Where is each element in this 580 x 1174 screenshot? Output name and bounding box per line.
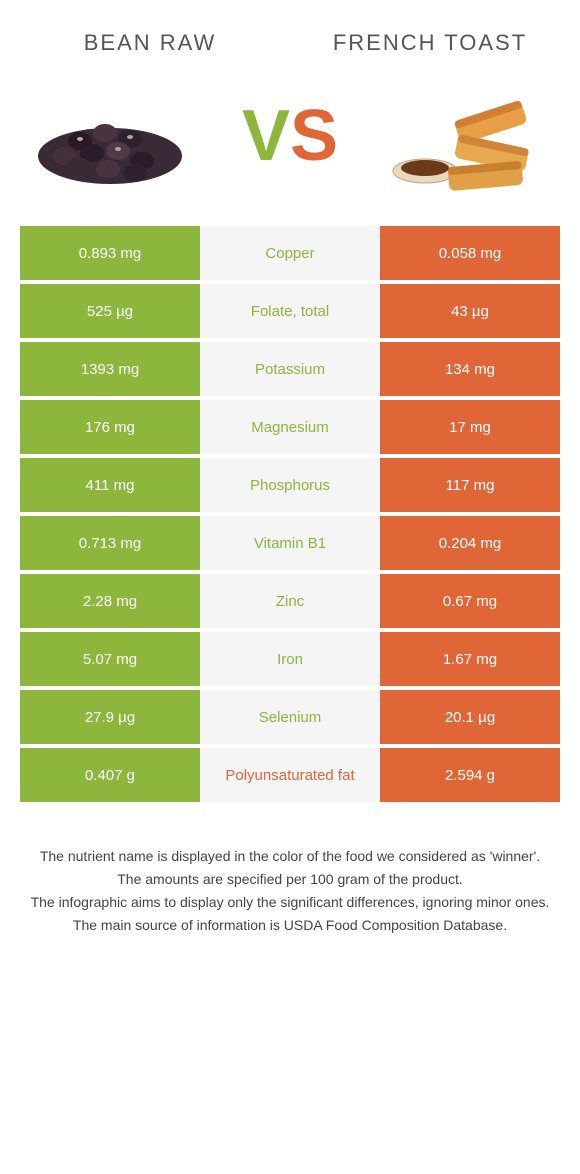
table-row: 5.07 mgIron1.67 mg: [20, 632, 560, 686]
right-food-title: French toast: [330, 30, 530, 56]
footnote-line: The amounts are specified per 100 gram o…: [30, 869, 550, 890]
left-value: 411 mg: [20, 458, 200, 512]
table-row: 27.9 µgSelenium20.1 µg: [20, 690, 560, 744]
footnote-line: The infographic aims to display only the…: [30, 892, 550, 913]
nutrient-label: Iron: [200, 632, 380, 686]
nutrient-label: Folate, total: [200, 284, 380, 338]
table-row: 1393 mgPotassium134 mg: [20, 342, 560, 396]
right-value: 2.594 g: [380, 748, 560, 802]
images-row: VS: [0, 66, 580, 226]
left-value: 2.28 mg: [20, 574, 200, 628]
right-value: 17 mg: [380, 400, 560, 454]
header: Bean raw French toast: [0, 0, 580, 66]
right-value: 20.1 µg: [380, 690, 560, 744]
right-value: 0.058 mg: [380, 226, 560, 280]
left-value: 0.713 mg: [20, 516, 200, 570]
nutrient-label: Vitamin B1: [200, 516, 380, 570]
nutrient-label: Polyunsaturated fat: [200, 748, 380, 802]
right-food-image: [390, 76, 550, 196]
table-row: 525 µgFolate, total43 µg: [20, 284, 560, 338]
comparison-table: 0.893 mgCopper0.058 mg525 µgFolate, tota…: [0, 226, 580, 802]
footnote-line: The nutrient name is displayed in the co…: [30, 846, 550, 867]
nutrient-label: Potassium: [200, 342, 380, 396]
table-row: 176 mgMagnesium17 mg: [20, 400, 560, 454]
right-value: 43 µg: [380, 284, 560, 338]
left-value: 0.893 mg: [20, 226, 200, 280]
toast-icon: [390, 76, 550, 196]
right-value: 134 mg: [380, 342, 560, 396]
nutrient-label: Phosphorus: [200, 458, 380, 512]
left-value: 525 µg: [20, 284, 200, 338]
table-row: 0.713 mgVitamin B10.204 mg: [20, 516, 560, 570]
nutrient-label: Copper: [200, 226, 380, 280]
vs-label: VS: [242, 100, 338, 172]
left-food-title: Bean raw: [50, 30, 250, 56]
left-value: 27.9 µg: [20, 690, 200, 744]
vs-s: S: [290, 96, 338, 176]
vs-v: V: [242, 96, 290, 176]
table-row: 411 mgPhosphorus117 mg: [20, 458, 560, 512]
nutrient-label: Zinc: [200, 574, 380, 628]
left-value: 0.407 g: [20, 748, 200, 802]
right-value: 0.67 mg: [380, 574, 560, 628]
left-food-image: [30, 76, 190, 196]
beans-icon: [30, 81, 190, 191]
table-row: 0.893 mgCopper0.058 mg: [20, 226, 560, 280]
footnote-line: The main source of information is USDA F…: [30, 915, 550, 936]
left-value: 1393 mg: [20, 342, 200, 396]
nutrient-label: Selenium: [200, 690, 380, 744]
footnotes: The nutrient name is displayed in the co…: [0, 806, 580, 958]
left-value: 5.07 mg: [20, 632, 200, 686]
table-row: 0.407 gPolyunsaturated fat2.594 g: [20, 748, 560, 802]
right-value: 117 mg: [380, 458, 560, 512]
right-value: 0.204 mg: [380, 516, 560, 570]
right-value: 1.67 mg: [380, 632, 560, 686]
table-row: 2.28 mgZinc0.67 mg: [20, 574, 560, 628]
left-value: 176 mg: [20, 400, 200, 454]
nutrient-label: Magnesium: [200, 400, 380, 454]
